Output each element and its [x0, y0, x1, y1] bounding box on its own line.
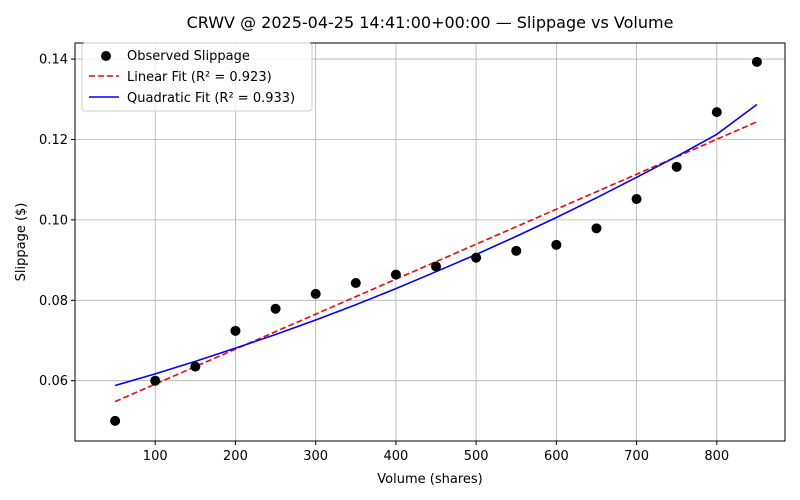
data-point — [310, 288, 321, 299]
data-point — [551, 239, 562, 250]
y-tick-label: 0.14 — [39, 53, 68, 68]
axis-ticks: 100 200 300 400 500 600 700 800 0.06 0.08 0.10 0.12… — [39, 53, 729, 464]
x-tick-label: 800 — [704, 449, 729, 464]
data-point — [150, 375, 161, 386]
data-point — [751, 56, 762, 67]
plot-series — [110, 56, 762, 426]
legend: Observed Slippage Linear Fit (R² = 0.923… — [81, 42, 313, 112]
data-point — [230, 325, 241, 336]
data-point — [511, 245, 522, 256]
legend-label-linear: Linear Fit (R² = 0.923) — [127, 70, 272, 85]
legend-label-quadratic: Quadratic Fit (R² = 0.933) — [127, 91, 295, 106]
data-point — [671, 161, 682, 172]
data-point — [190, 361, 201, 372]
x-tick-label: 400 — [383, 449, 408, 464]
x-tick-label: 500 — [464, 449, 489, 464]
data-point — [110, 415, 121, 426]
data-point — [270, 303, 281, 314]
x-tick-label: 300 — [303, 449, 328, 464]
data-point — [591, 223, 602, 234]
data-point — [471, 252, 482, 263]
data-point — [390, 269, 401, 280]
data-point — [711, 107, 722, 118]
x-tick-label: 700 — [624, 449, 649, 464]
legend-frame — [81, 42, 313, 112]
data-point — [631, 193, 642, 204]
x-tick-label: 600 — [544, 449, 569, 464]
y-tick-label: 0.08 — [39, 294, 68, 309]
y-tick-label: 0.10 — [39, 213, 68, 228]
y-axis-label: Slippage ($) — [14, 203, 29, 282]
x-tick-label: 200 — [223, 449, 248, 464]
x-axis-label: Volume (shares) — [377, 472, 482, 487]
y-tick-label: 0.06 — [39, 374, 68, 389]
chart-title: CRWV @ 2025-04-25 14:41:00+00:00 — Slipp… — [187, 13, 674, 32]
y-tick-label: 0.12 — [39, 133, 68, 148]
legend-marker-observed — [101, 51, 111, 61]
data-point — [350, 278, 361, 289]
quadratic-fit-line — [114, 103, 758, 387]
x-tick-label: 100 — [143, 449, 168, 464]
legend-label-observed: Observed Slippage — [127, 49, 250, 64]
plot-frame — [74, 42, 786, 442]
data-point — [431, 261, 442, 272]
